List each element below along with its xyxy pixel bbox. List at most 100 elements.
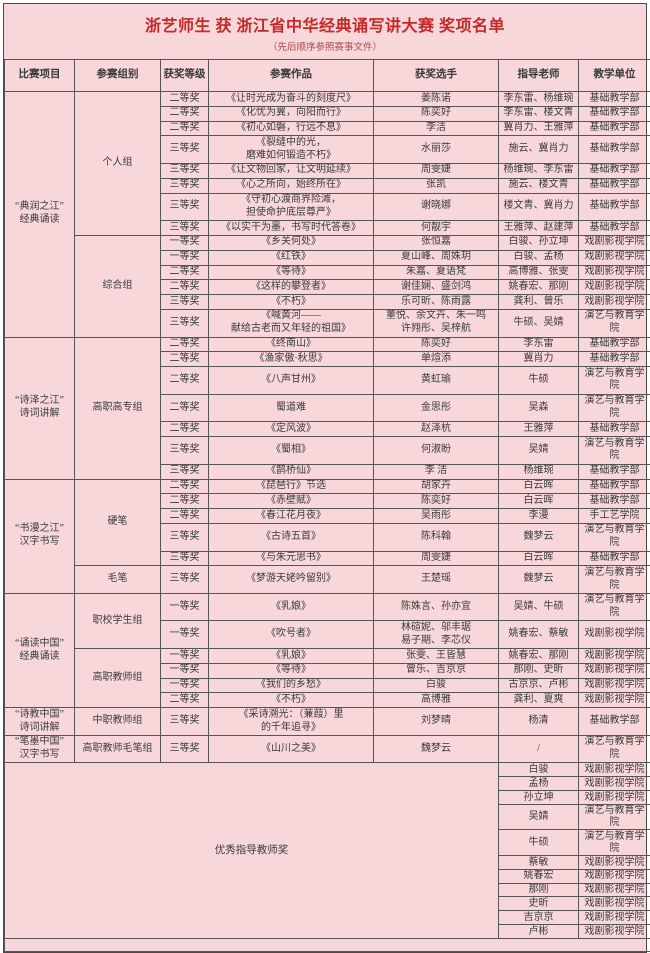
teacher-cell: 高博雅、张雯	[499, 265, 579, 280]
unit-cell: 戏剧影视学院	[579, 250, 650, 265]
level-cell: 一等奖	[161, 235, 209, 250]
unit-cell: 基础教学部	[579, 479, 650, 494]
level-cell: 三等奖	[161, 295, 209, 310]
teacher-unit-cell: 戏剧影视学院	[579, 791, 650, 805]
unit-cell: 戏剧影视学院	[579, 235, 650, 250]
winner-cell: 董悦、余文卉、朱一鸣 许翙彤、吴梓航	[374, 309, 499, 337]
project-cell: “诗泽之江” 诗词讲解	[5, 337, 75, 479]
unit-cell: 演艺与教育学院	[579, 566, 650, 594]
winner-cell: 何靓宇	[374, 221, 499, 236]
level-cell: 一等奖	[161, 593, 209, 621]
unit-cell: 戏剧影视学院	[579, 295, 650, 310]
column-header: 获奖选手	[374, 60, 499, 92]
level-cell: 二等奖	[161, 509, 209, 524]
winner-cell: 李 洁	[374, 464, 499, 479]
level-cell: 三等奖	[161, 735, 209, 763]
winner-cell: 金思彤	[374, 394, 499, 422]
column-header: 参赛组别	[75, 60, 161, 92]
group-cell: 中职教师组	[75, 708, 161, 736]
winner-cell: 张凯	[374, 178, 499, 193]
work-cell: 《以实干为墨，书写时代答卷》	[209, 221, 374, 236]
teacher-cell: 王雅萍	[499, 422, 579, 437]
unit-cell: 基础教学部	[579, 106, 650, 121]
teacher-cell: 姚春宏、那刚	[499, 280, 579, 295]
teacher-cell: 白云晖	[499, 494, 579, 509]
winner-cell: 魏梦云	[374, 735, 499, 763]
work-cell: 《春江花月夜》	[209, 509, 374, 524]
unit-cell: 演艺与教育学院	[579, 593, 650, 621]
unit-cell: 基础教学部	[579, 464, 650, 479]
teacher-cell: 白云晖	[499, 479, 579, 494]
award-row: 高职教师组一等奖《乳娘》张雯、王皆慧姚春宏、那刚戏剧影视学院	[5, 649, 650, 664]
level-cell: 一等奖	[161, 250, 209, 265]
level-cell: 二等奖	[161, 92, 209, 107]
work-cell: 《守初心渡商界险滩， 担使命护底层尊严》	[209, 193, 374, 221]
level-cell: 二等奖	[161, 367, 209, 395]
teacher-cell: 魏梦云	[499, 566, 579, 594]
unit-cell: 演艺与教育学院	[579, 735, 650, 763]
work-cell: 《乡关何处》	[209, 235, 374, 250]
teacher-unit-cell: 戏剧影视学院	[579, 763, 650, 777]
work-cell: 《终南山》	[209, 337, 374, 352]
winner-cell: 白骏	[374, 678, 499, 693]
level-cell: 三等奖	[161, 221, 209, 236]
work-cell: 《定风波》	[209, 422, 374, 437]
unit-cell: 基础教学部	[579, 221, 650, 236]
winner-cell: 曾乐、吉京京	[374, 663, 499, 678]
column-header: 获奖等级	[161, 60, 209, 92]
unit-cell: 演艺与教育学院	[579, 309, 650, 337]
award-row: “诵读中国” 经典诵读职校学生组一等奖《乳娘》陈姝言、孙亦宜吴婧、牛硕演艺与教育…	[5, 593, 650, 621]
winner-cell: 李洁	[374, 121, 499, 136]
teacher-name-cell: 姚春宏	[499, 869, 579, 883]
unit-cell: 戏剧影视学院	[579, 265, 650, 280]
winner-cell: 陈奕好	[374, 337, 499, 352]
level-cell: 三等奖	[161, 551, 209, 566]
work-cell: 《山川之美》	[209, 735, 374, 763]
level-cell: 三等奖	[161, 437, 209, 465]
level-cell: 二等奖	[161, 693, 209, 708]
column-header: 指导老师	[499, 60, 579, 92]
winner-cell: 张雯、王皆慧	[374, 649, 499, 664]
winner-cell: 吴雨彤	[374, 509, 499, 524]
unit-cell: 基础教学部	[579, 163, 650, 178]
unit-cell: 基础教学部	[579, 352, 650, 367]
work-cell: 《八声甘州》	[209, 367, 374, 395]
work-cell: 《梦游天姥吟留别》	[209, 566, 374, 594]
work-cell: 《等待》	[209, 265, 374, 280]
winner-cell: 陈科翰	[374, 523, 499, 551]
winner-cell: 胡家卉	[374, 479, 499, 494]
level-cell: 三等奖	[161, 178, 209, 193]
group-cell: 毛笔	[75, 566, 161, 594]
teacher-cell: 施云、冀肖力	[499, 136, 579, 164]
level-cell: 二等奖	[161, 494, 209, 509]
teacher-unit-cell: 戏剧影视学院	[579, 911, 650, 925]
teacher-cell: 牛硕	[499, 367, 579, 395]
group-cell: 硬笔	[75, 479, 161, 566]
winner-cell: 陈姝言、孙亦宜	[374, 593, 499, 621]
work-cell: 《赤壁赋》	[209, 494, 374, 509]
work-cell: 《喊黄河—— 献给古老而又年轻的祖国》	[209, 309, 374, 337]
teacher-cell: 李东雷	[499, 337, 579, 352]
unit-cell: 基础教学部	[579, 193, 650, 221]
teacher-cell: 李东雷、杨维琬	[499, 92, 579, 107]
winner-cell: 刘梦晴	[374, 708, 499, 736]
teacher-unit-cell: 戏剧影视学院	[579, 856, 650, 870]
level-cell: 二等奖	[161, 337, 209, 352]
project-cell: “典润之江” 经典诵读	[5, 92, 75, 338]
level-cell: 三等奖	[161, 464, 209, 479]
unit-cell: 戏剧影视学院	[579, 280, 650, 295]
level-cell: 二等奖	[161, 352, 209, 367]
level-cell: 三等奖	[161, 523, 209, 551]
work-cell: 《与朱元思书》	[209, 551, 374, 566]
work-cell: 《鹊桥仙》	[209, 464, 374, 479]
teacher-name-cell: 蔡敏	[499, 856, 579, 870]
winner-cell: 周雯婕	[374, 163, 499, 178]
winner-cell: 陈奕好	[374, 106, 499, 121]
work-cell: 《不朽》	[209, 693, 374, 708]
teacher-cell: 牛硕、吴婧	[499, 309, 579, 337]
teacher-award-row: 优秀指导教师奖白骏戏剧影视学院	[5, 763, 650, 777]
level-cell: 三等奖	[161, 708, 209, 736]
unit-cell: 基础教学部	[579, 121, 650, 136]
group-cell: 高职高专组	[75, 337, 161, 479]
level-cell: 二等奖	[161, 394, 209, 422]
